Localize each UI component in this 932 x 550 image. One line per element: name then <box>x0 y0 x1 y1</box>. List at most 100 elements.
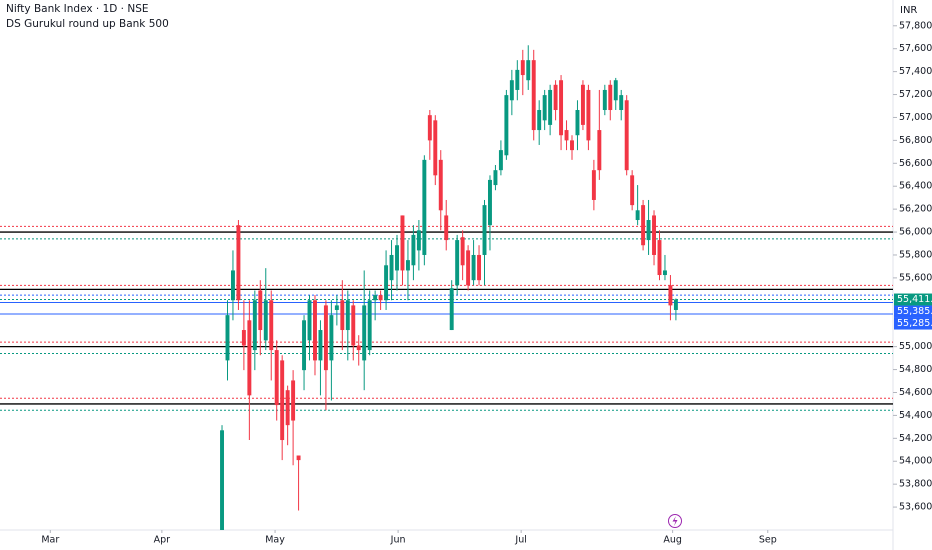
candle-body <box>662 270 667 276</box>
candle-body <box>405 260 410 271</box>
price-label: 55,285.10 <box>897 318 932 329</box>
x-tick-label: Jul <box>514 535 526 546</box>
candle-body <box>466 250 471 286</box>
candle-body <box>635 210 640 221</box>
x-tick-label: Apr <box>154 535 171 546</box>
candle-body <box>411 234 416 266</box>
price-label: 55,385.20 <box>897 306 932 317</box>
candle-body <box>619 95 624 111</box>
candle-body <box>602 89 607 111</box>
y-tick-label: 55,000.00 <box>899 341 932 352</box>
price-label-box <box>894 317 932 330</box>
event-icon[interactable] <box>668 514 682 528</box>
candle-body <box>504 95 509 156</box>
candle-body <box>444 215 449 241</box>
price-label: 55,411.15 <box>897 294 932 305</box>
candle-body <box>345 300 350 331</box>
candle-body <box>285 390 290 426</box>
candle-body <box>597 130 602 171</box>
y-tick-label: 56,000.00 <box>899 227 932 238</box>
y-tick-label: 53,800.00 <box>899 479 932 490</box>
x-tick-label: Sep <box>759 535 777 546</box>
candle-body <box>400 215 405 271</box>
candle-body <box>575 110 580 136</box>
candle-body <box>422 159 427 255</box>
candle-body <box>296 455 301 461</box>
candle-body <box>318 330 323 361</box>
candle-body <box>302 320 307 371</box>
candle-body <box>553 84 558 111</box>
price-label-box <box>894 305 932 318</box>
candle-body <box>373 295 378 301</box>
y-tick-label: 56,600.00 <box>899 158 932 169</box>
candle-body <box>460 237 465 266</box>
candle-body <box>591 170 596 200</box>
candle-body <box>334 305 339 310</box>
candle-body <box>608 84 613 111</box>
candle-body <box>559 80 564 136</box>
candle-body <box>673 299 678 310</box>
candle-body <box>646 220 651 241</box>
y-tick-label: 57,400.00 <box>899 66 932 77</box>
y-tick-label: 56,800.00 <box>899 135 932 146</box>
candle-body <box>269 300 274 351</box>
candle-body <box>570 140 574 151</box>
y-tick-label: 54,600.00 <box>899 387 932 398</box>
candle-body <box>482 205 487 255</box>
price-label-box <box>894 293 932 306</box>
candle-body <box>351 305 356 346</box>
candle-body <box>657 240 662 276</box>
y-tick-label: 54,400.00 <box>899 410 932 421</box>
candle-body <box>323 305 328 371</box>
candle-body <box>652 215 656 255</box>
candle-body <box>455 240 460 286</box>
candle-body <box>220 430 224 530</box>
candle-body <box>515 69 520 90</box>
candle-body <box>280 360 285 441</box>
candle-body <box>241 330 246 346</box>
candle-body <box>356 345 361 351</box>
y-tick-label: 57,600.00 <box>899 43 932 54</box>
y-tick-label: 57,800.00 <box>899 20 932 31</box>
candle-body <box>247 320 252 396</box>
chart-title: Nifty Bank Index · 1D · NSE <box>6 3 149 15</box>
candle-body <box>613 80 618 101</box>
candle-body <box>225 315 230 361</box>
candle-body <box>252 300 257 351</box>
candle-body <box>384 265 389 301</box>
candle-body <box>389 254 394 281</box>
candle-body <box>313 300 317 361</box>
candle-body <box>378 295 383 301</box>
candle-body <box>520 60 525 76</box>
candle-body <box>329 315 334 361</box>
candle-body <box>580 84 585 125</box>
candle-body <box>493 170 498 186</box>
candle-body <box>509 80 514 101</box>
y-tick-label: 55,800.00 <box>899 249 932 260</box>
candle-body <box>477 254 482 281</box>
candle-body <box>531 60 536 131</box>
y-tick-label: 54,000.00 <box>899 456 932 467</box>
candle-body <box>542 95 547 121</box>
candle-body <box>395 245 399 271</box>
candle-body <box>624 100 629 171</box>
x-tick-label: Aug <box>663 535 682 546</box>
candle-body <box>630 175 635 206</box>
candle-body <box>307 300 312 341</box>
candle-body <box>427 115 432 141</box>
y-tick-label: 57,200.00 <box>899 89 932 100</box>
candle-body <box>438 159 443 211</box>
candle-body <box>367 300 372 351</box>
y-tick-label: 54,200.00 <box>899 433 932 444</box>
y-tick-label: 55,600.00 <box>899 272 932 283</box>
candle-body <box>362 305 367 361</box>
candle-body <box>668 285 673 306</box>
candle-body <box>537 110 542 131</box>
candle-body <box>263 300 268 341</box>
candle-body <box>258 290 263 331</box>
candle-body <box>291 380 296 421</box>
candle-body <box>340 300 345 331</box>
candle-body <box>548 89 553 125</box>
y-tick-label: 54,800.00 <box>899 364 932 375</box>
